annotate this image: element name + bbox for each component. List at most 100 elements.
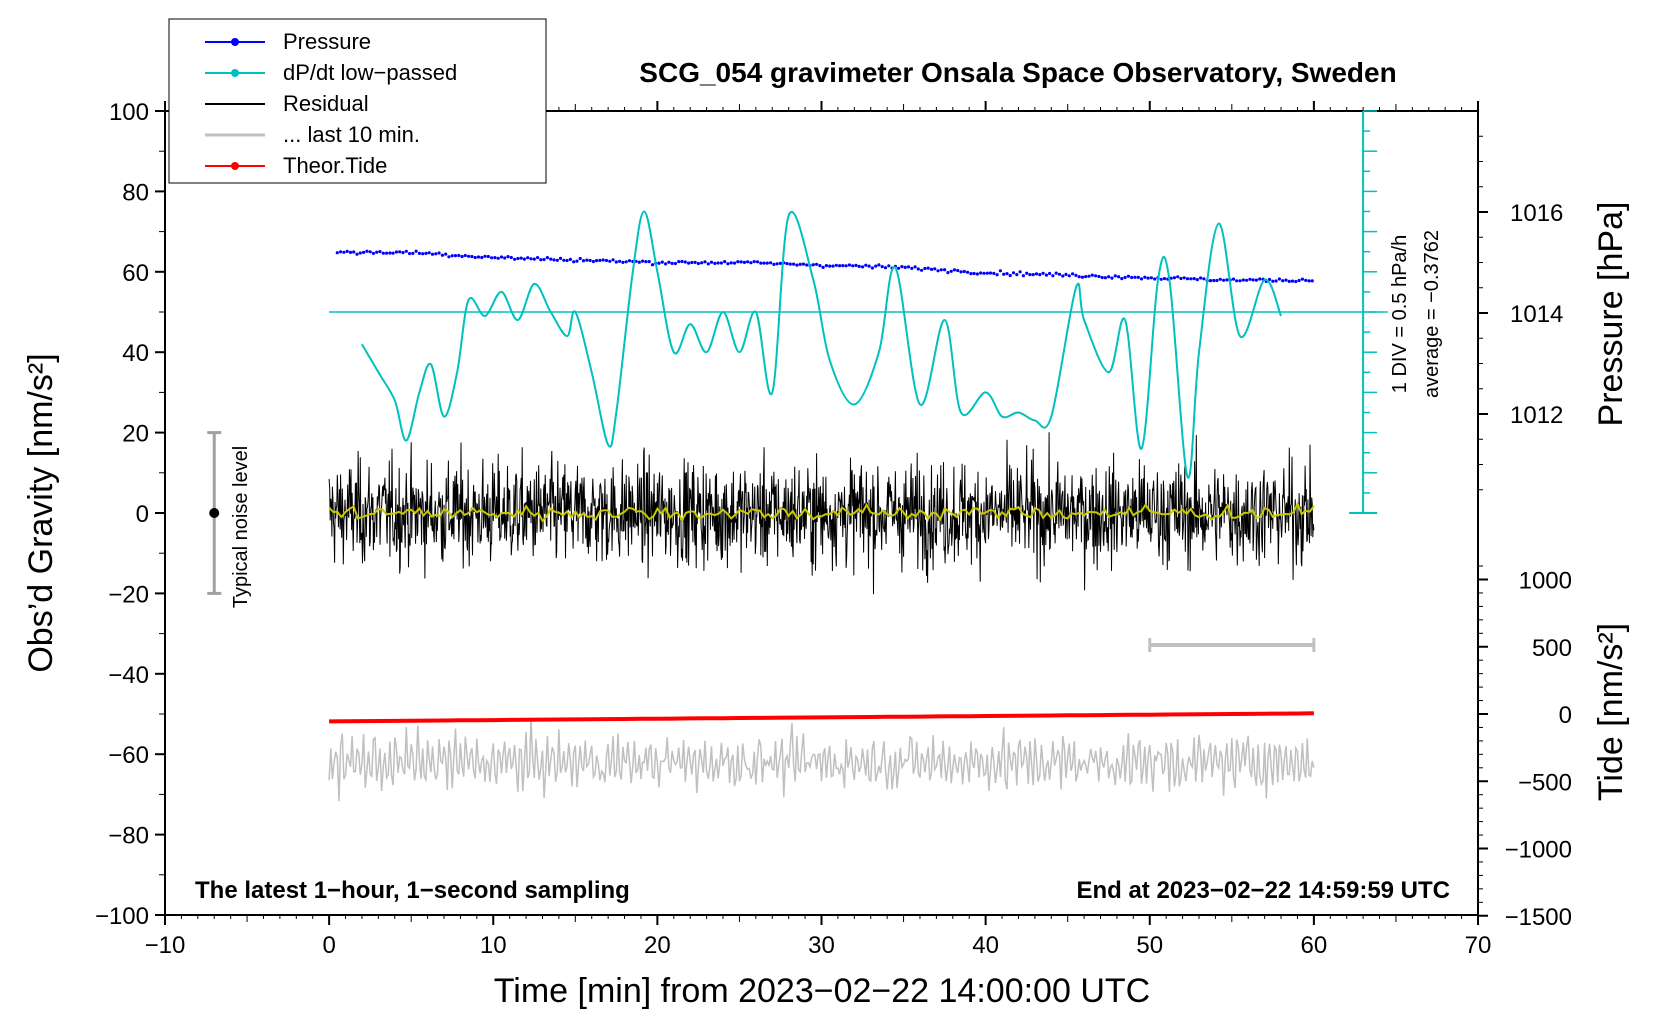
pressure-point [979,271,983,275]
pressure-point [1287,279,1291,283]
pressure-point [493,256,497,260]
pressure-point [1218,277,1222,281]
pressure-point [572,260,576,264]
pressure-point [801,262,806,266]
pressure-point [910,266,914,270]
pressure-point [526,256,530,260]
y-axis-label-pressure: Pressure [hPa] [1592,202,1630,427]
y-tick-label: 60 [122,260,149,287]
tide-tick-label: 500 [1532,635,1572,662]
pressure-point [1018,270,1022,274]
pressure-point [1044,273,1048,277]
pressure-point [1074,273,1078,277]
pressure-point [975,272,980,276]
pressure-point [1192,277,1196,281]
pressure-point [1195,278,1199,282]
pressure-point [1208,279,1213,283]
legend-label-pressure: Pressure [283,29,371,54]
pressure-point [591,259,596,264]
pressure-point [1241,278,1245,282]
pressure-point [772,262,776,266]
pressure-point [1254,278,1258,282]
pressure-point [1136,275,1140,279]
pressure-point [959,270,963,274]
pressure-point [1031,273,1035,277]
pressure-point [690,260,694,265]
y-tick-label: −100 [95,903,149,930]
pressure-point [513,257,517,261]
pressure-point [575,259,579,263]
pressure-point [1080,275,1085,279]
pressure-point [578,256,582,261]
pressure-point [752,260,756,264]
pressure-point [385,251,389,255]
pressure-point [401,251,405,255]
pressure-point [352,250,356,254]
pressure-point [414,249,418,253]
pressure-point [450,254,454,258]
pressure-point [1176,275,1180,279]
pressure-point [982,271,986,275]
pressure-point [746,260,750,264]
pressure-point [1294,279,1298,284]
pressure-point [480,255,484,260]
pressure-point [926,266,930,270]
pressure-point [555,258,559,262]
pressure-point [874,264,878,268]
pressure-point [1094,274,1098,278]
pressure-point [706,262,710,266]
pressure-point [342,250,346,254]
pressure-point [742,260,747,264]
pressure-point [1238,279,1242,283]
pressure-point [404,249,408,253]
pressure-point [867,264,871,268]
pressure-point [1146,276,1150,280]
y-tick-label: −80 [108,823,149,850]
pressure-point [933,267,937,271]
pressure-tick-label: 1016 [1510,200,1563,227]
pressure-point [345,249,349,253]
pressure-point [417,251,421,255]
pressure-point [398,250,402,254]
pressure-point [844,264,848,268]
tide-tick-label: −1500 [1505,904,1572,931]
pressure-point [1251,278,1255,282]
pressure-point [1002,272,1006,276]
pressure-point [529,257,533,261]
pressure-point [585,258,589,262]
pressure-point [335,251,339,255]
pressure-point [624,260,628,264]
pressure-point [1172,276,1176,280]
pressure-point [792,262,796,266]
y-tick-label: 80 [122,179,149,206]
y-axis-label-gravity: Obs’d Gravity [nm/s²] [22,353,60,672]
pressure-point [644,260,648,264]
pressure-point [519,256,523,260]
pressure-point [988,271,993,275]
x-tick-label: 30 [808,932,835,959]
annotation-right: End at 2023−02−22 14:59:59 UTC [1076,877,1450,904]
pressure-point [457,253,461,258]
legend-label-last10: ... last 10 min. [283,122,420,147]
pressure-point [1034,272,1039,276]
pressure-point [463,253,467,258]
pressure-point [1159,277,1163,281]
pressure-point [447,255,451,259]
pressure-point [939,268,943,272]
pressure-point [972,271,976,276]
pressure-point [348,250,353,254]
pressure-point [1162,277,1167,281]
pressure-point [542,257,546,262]
pressure-point [732,261,737,265]
pressure-point [424,251,428,255]
pressure-point [1110,276,1114,280]
pressure-point [923,266,927,271]
pressure-point [611,258,615,262]
pressure-point [1077,275,1081,279]
pressure-point [887,264,891,268]
pressure-point [503,256,507,260]
pressure-point [778,261,783,265]
pressure-point [831,264,835,268]
chart-title: SCG_054 gravimeter Onsala Space Observat… [639,57,1396,88]
pressure-point [805,263,809,267]
